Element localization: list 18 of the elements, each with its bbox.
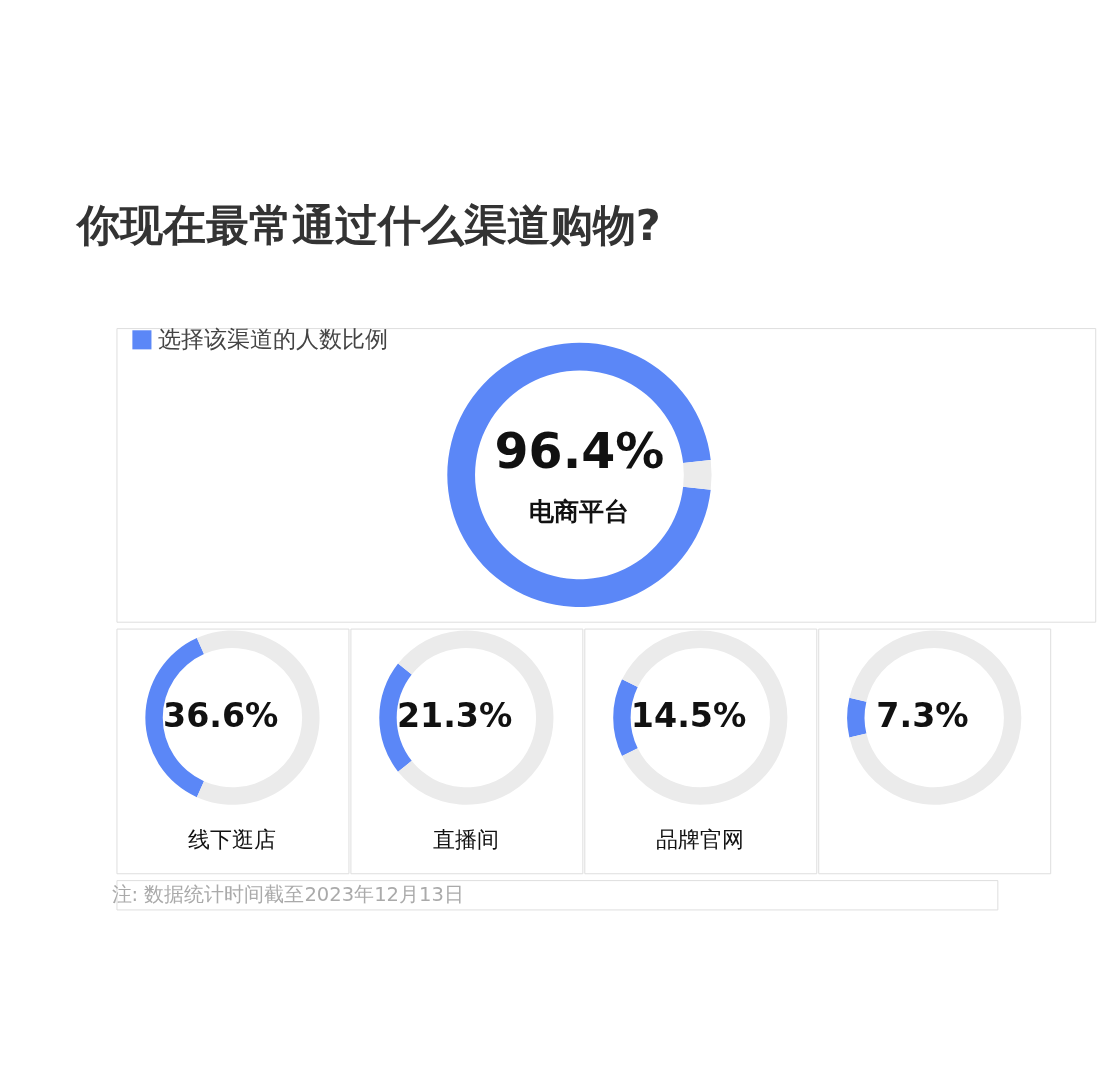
chart-title: 你现在最常通过什么渠道购物?: [74, 200, 661, 251]
data-label: 21.3%: [396, 696, 513, 736]
donut-slice: [447, 342, 711, 607]
data-label: 7.3%: [876, 696, 969, 736]
data-label: 36.6%: [163, 696, 279, 736]
donut-slice: [622, 630, 788, 805]
donut-slice: [398, 630, 554, 805]
donut-slice: [683, 459, 712, 490]
text: 注: 数据统计时间截至2023年12月13日: [111, 882, 464, 906]
data-label: 14.5%: [630, 696, 747, 736]
data-label: 96.4%: [494, 423, 665, 481]
donut-slice: [847, 697, 867, 738]
text: 直播间: [433, 826, 500, 852]
text: 电商平台: [529, 495, 630, 526]
text: 线下逛店: [188, 826, 277, 852]
legend-label: 选择该渠道的人数比例: [157, 324, 388, 353]
text: 品牌官网: [656, 826, 745, 852]
donut-slice: [849, 630, 1022, 805]
